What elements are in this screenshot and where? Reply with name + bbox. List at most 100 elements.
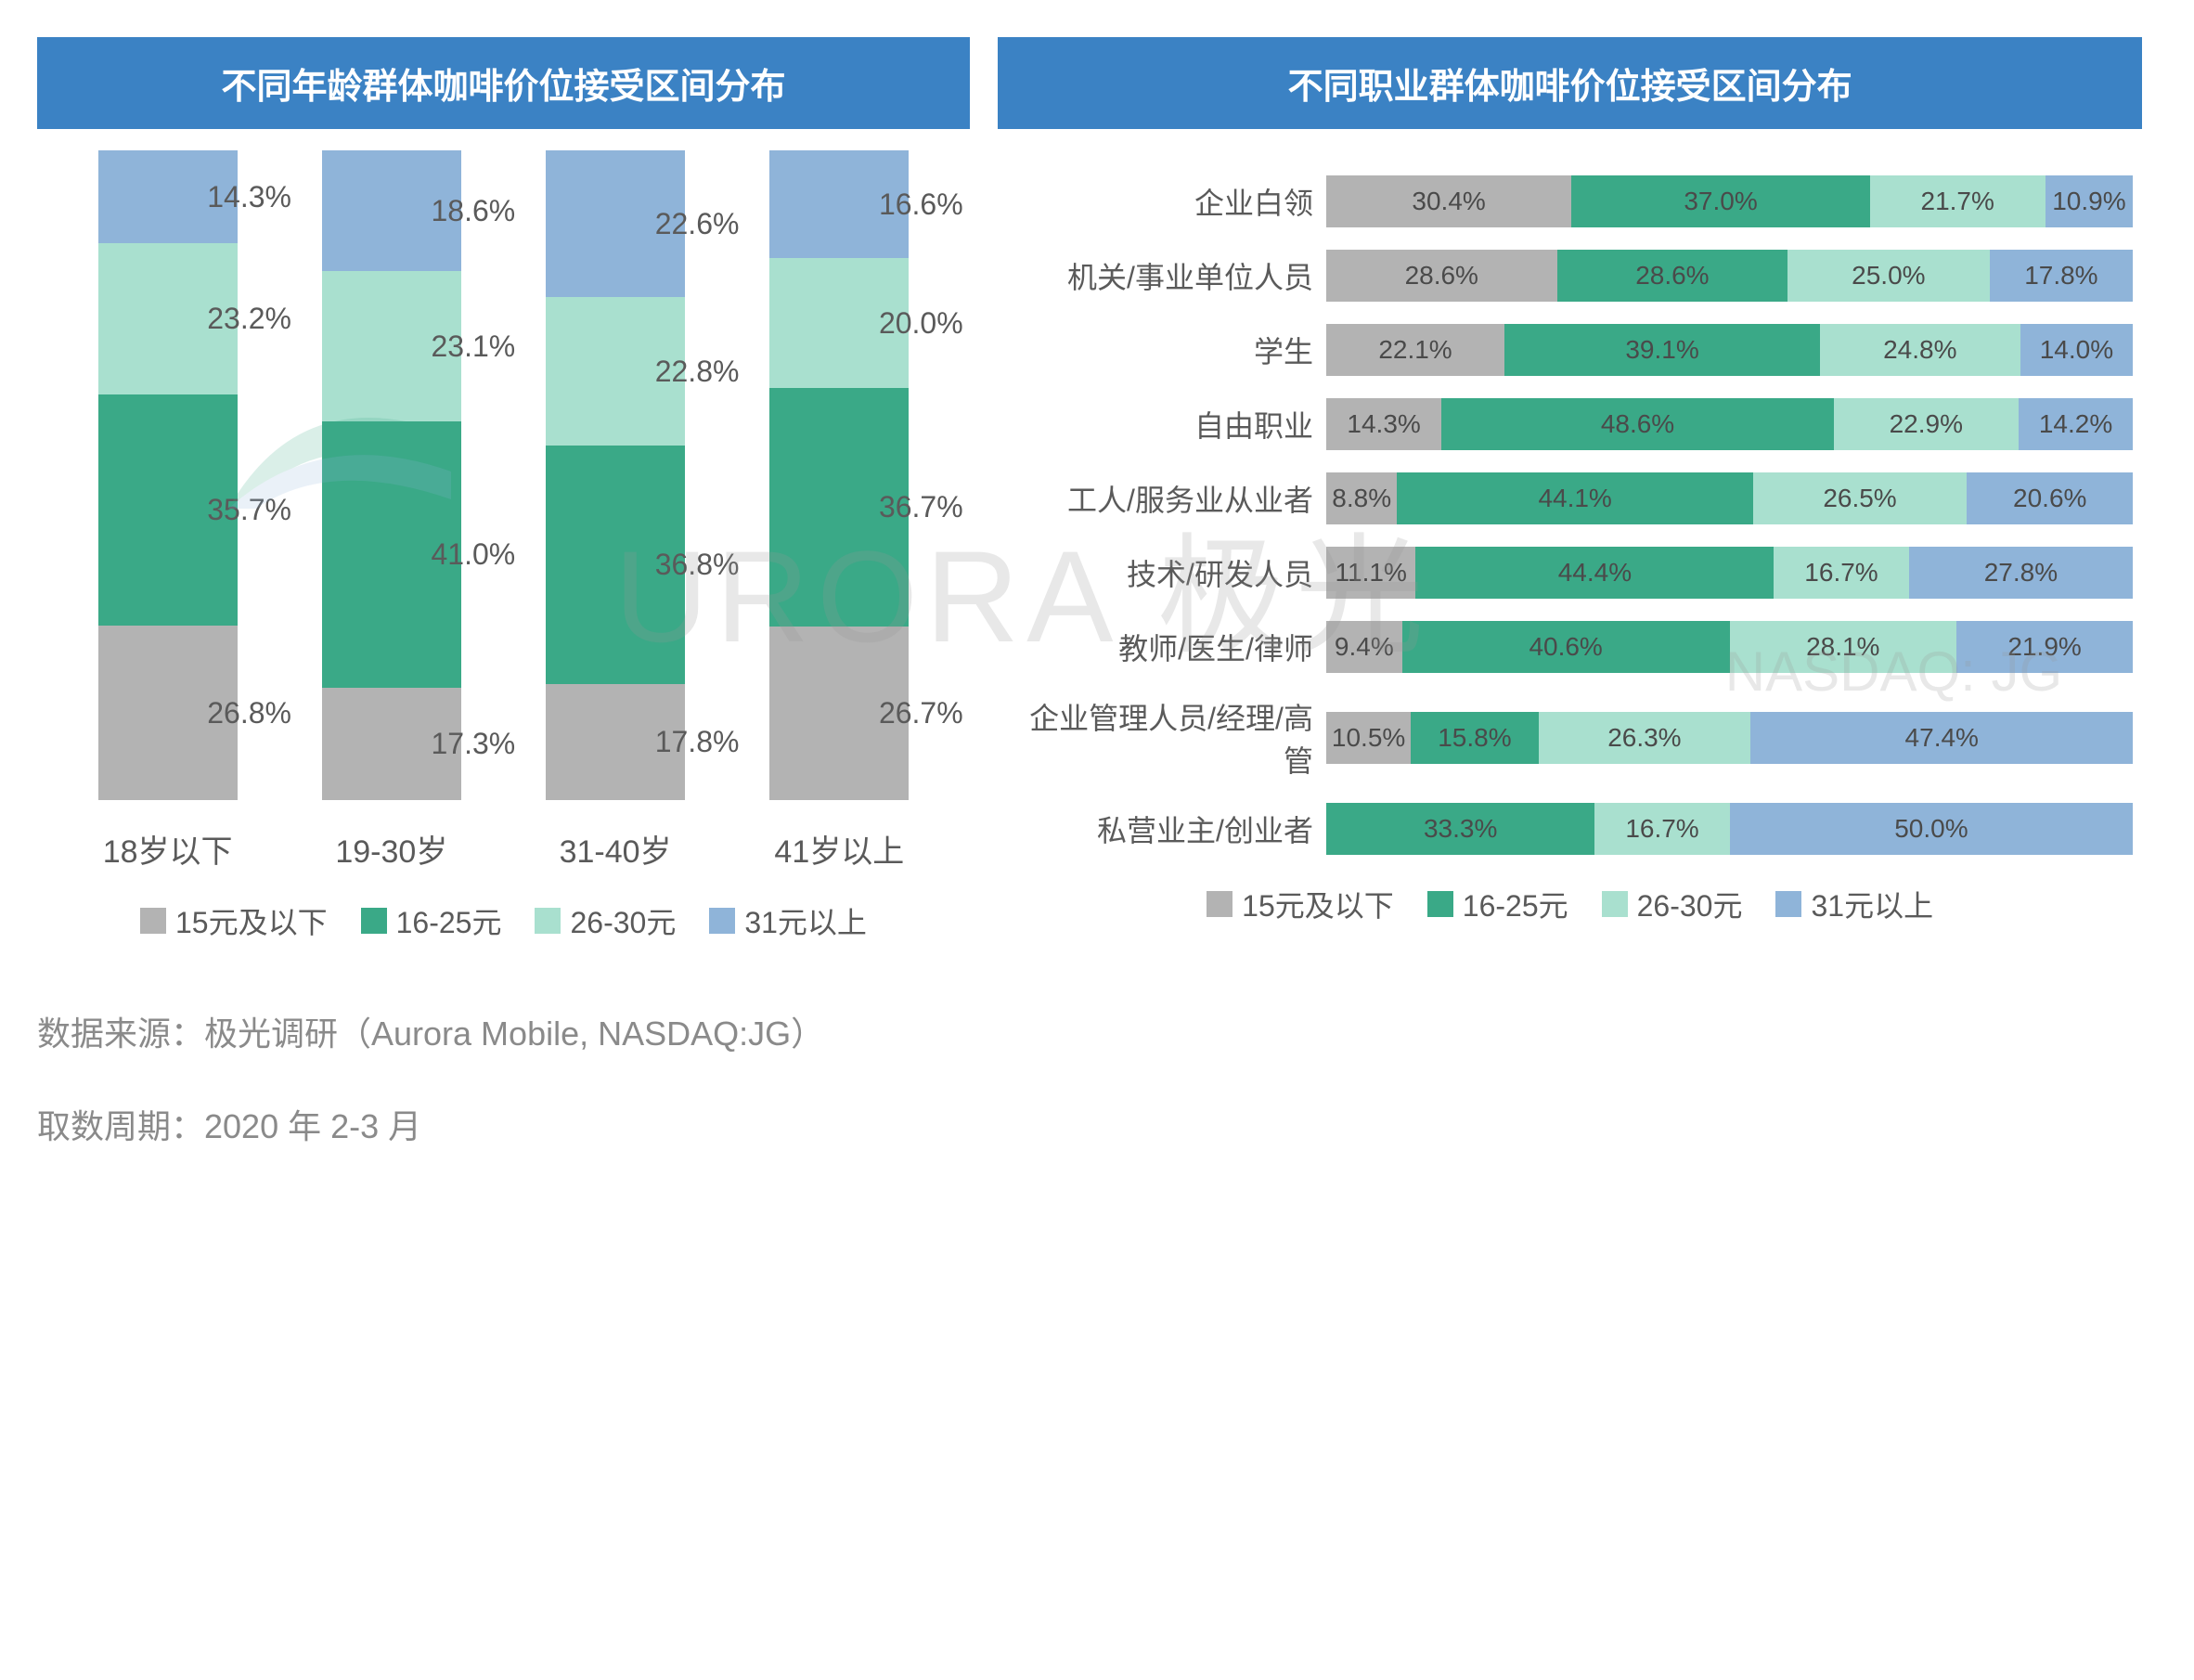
hbar-category-label: 学生 xyxy=(1007,329,1313,371)
legend-swatch xyxy=(1427,891,1453,917)
age-chart-legend: 15元及以下16-25元26-30元31元以上 xyxy=(37,899,970,942)
vbar-segment: 16.6% xyxy=(769,150,909,258)
hbar-segment: 8.8% xyxy=(1326,472,1398,524)
hbar-segment: 22.9% xyxy=(1834,398,2019,450)
hbar-segment: 28.1% xyxy=(1730,621,1956,673)
hbar-segment: 21.9% xyxy=(1956,621,2133,673)
hbar-segment: 14.0% xyxy=(2020,324,2134,376)
hbar-row: 企业白领 30.4%37.0%21.7%10.9% xyxy=(1007,175,2133,227)
legend-swatch xyxy=(1207,891,1233,917)
hbar-segment: 44.4% xyxy=(1415,547,1774,599)
vbar-segment-label: 14.3% xyxy=(207,180,291,214)
hbar-segment: 50.0% xyxy=(1730,803,2134,855)
occupation-chart-plot: 企业白领30.4%37.0%21.7%10.9%机关/事业单位人员28.6%28… xyxy=(998,166,2142,855)
hbar-category-label: 技术/研发人员 xyxy=(1007,551,1313,594)
legend-item: 16-25元 xyxy=(1427,883,1568,925)
hbar-row: 教师/医生/律师 9.4%40.6%28.1%21.9% xyxy=(1007,621,2133,673)
vbar-segment-label: 20.0% xyxy=(879,306,963,341)
legend-swatch xyxy=(709,908,735,934)
hbar-category-label: 企业白领 xyxy=(1007,180,1313,223)
hbar-segment: 39.1% xyxy=(1504,324,1820,376)
vbar-segment: 26.7% xyxy=(769,627,909,800)
hbar: 10.5%15.8%26.3%47.4% xyxy=(1326,712,2133,764)
hbar-category-label: 教师/医生/律师 xyxy=(1007,626,1313,668)
hbar-segment: 48.6% xyxy=(1441,398,1834,450)
legend-label: 15元及以下 xyxy=(1242,883,1394,925)
vbar: 26.8%35.7%23.2%14.3% xyxy=(98,150,238,800)
hbar-segment: 14.2% xyxy=(2019,398,2133,450)
hbar-category-label: 私营业主/创业者 xyxy=(1007,808,1313,850)
hbar-segment: 11.1% xyxy=(1326,547,1415,599)
vbar-segment: 14.3% xyxy=(98,150,238,243)
vbar-segment-label: 17.8% xyxy=(655,725,740,759)
legend-swatch xyxy=(1775,891,1801,917)
vbar-segment: 36.7% xyxy=(769,388,909,627)
age-chart-plot: 26.8%35.7%23.2%14.3%18岁以下17.3%41.0%23.1%… xyxy=(37,166,970,872)
legend-item: 26-30元 xyxy=(535,899,676,942)
legend-label: 31元以上 xyxy=(744,899,867,942)
vbar-segment-label: 35.7% xyxy=(207,493,291,527)
vbar-segment-label: 41.0% xyxy=(431,537,515,572)
occupation-chart-legend: 15元及以下 16-25元 26-30元 31元以上 xyxy=(998,883,2142,925)
legend-item: 31元以上 xyxy=(1775,883,1933,925)
vbar-segment-label: 36.8% xyxy=(655,548,740,582)
vbar-category-label: 31-40岁 xyxy=(560,826,672,872)
hbar-category-label: 工人/服务业从业者 xyxy=(1007,477,1313,520)
legend-swatch xyxy=(361,908,387,934)
hbar-segment: 9.4% xyxy=(1326,621,1402,673)
vbar-segment: 26.8% xyxy=(98,626,238,800)
vbar-segment: 23.2% xyxy=(98,243,238,394)
hbar-segment: 14.3% xyxy=(1326,398,1441,450)
hbar-category-label: 机关/事业单位人员 xyxy=(1007,254,1313,297)
hbar-segment: 17.8% xyxy=(1990,250,2134,302)
hbar: 22.1%39.1%24.8%14.0% xyxy=(1326,324,2133,376)
data-source: 数据来源：极光调研（Aurora Mobile, NASDAQ:JG） xyxy=(37,1007,2157,1055)
hbar-segment: 30.4% xyxy=(1326,175,1571,227)
legend-swatch xyxy=(535,908,561,934)
hbar: 11.1%44.4%16.7%27.8% xyxy=(1326,547,2133,599)
hbar-segment: 10.9% xyxy=(2046,175,2134,227)
hbar: 28.6%28.6%25.0%17.8% xyxy=(1326,250,2133,302)
hbar-segment: 33.3% xyxy=(1326,803,1594,855)
hbar-row: 自由职业 14.3%48.6%22.9%14.2% xyxy=(1007,398,2133,450)
vbar-segment-label: 26.8% xyxy=(207,696,291,730)
legend-item: 26-30元 xyxy=(1602,883,1743,925)
vbar-segment: 17.3% xyxy=(322,688,461,800)
vbar-segment-label: 23.1% xyxy=(431,330,515,364)
occupation-chart-title: 不同职业群体咖啡价位接受区间分布 xyxy=(998,37,2142,129)
vbar-segment: 17.8% xyxy=(546,684,685,800)
vbar-segment: 22.8% xyxy=(546,297,685,446)
hbar-segment: 24.8% xyxy=(1820,324,2020,376)
vbar-group: 26.8%35.7%23.2%14.3%18岁以下 xyxy=(56,150,279,872)
vbar-segment-label: 18.6% xyxy=(431,194,515,228)
hbar-segment: 26.5% xyxy=(1753,472,1967,524)
hbar: 8.8%44.1%26.5%20.6% xyxy=(1326,472,2133,524)
hbar-segment: 37.0% xyxy=(1571,175,1870,227)
hbar-segment: 40.6% xyxy=(1402,621,1730,673)
hbar-segment: 28.6% xyxy=(1326,250,1557,302)
age-chart-title: 不同年龄群体咖啡价位接受区间分布 xyxy=(37,37,970,129)
hbar-row: 私营业主/创业者 33.3%16.7%50.0% xyxy=(1007,803,2133,855)
hbar-segment: 21.7% xyxy=(1870,175,2046,227)
vbar-segment: 41.0% xyxy=(322,421,461,688)
vbar-segment-label: 22.8% xyxy=(655,355,740,389)
footer: 数据来源：极光调研（Aurora Mobile, NASDAQ:JG） 取数周期… xyxy=(37,1007,2157,1148)
legend-swatch xyxy=(1602,891,1628,917)
legend-label: 16-25元 xyxy=(396,899,502,942)
hbar-segment: 28.6% xyxy=(1557,250,1788,302)
vbar-segment-label: 26.7% xyxy=(879,696,963,730)
hbar-segment: 10.5% xyxy=(1326,712,1411,764)
vbar-segment-label: 36.7% xyxy=(879,490,963,524)
hbar-segment: 44.1% xyxy=(1397,472,1752,524)
age-chart: 不同年龄群体咖啡价位接受区间分布 26.8%35.7%23.2%14.3%18岁… xyxy=(37,37,970,942)
legend-label: 31元以上 xyxy=(1811,883,1933,925)
hbar: 33.3%16.7%50.0% xyxy=(1326,803,2133,855)
hbar-row: 工人/服务业从业者 8.8%44.1%26.5%20.6% xyxy=(1007,472,2133,524)
hbar-segment: 47.4% xyxy=(1750,712,2133,764)
hbar-category-label: 自由职业 xyxy=(1007,403,1313,446)
hbar-category-label: 企业管理人员/经理/高管 xyxy=(1007,695,1313,781)
vbar: 17.8%36.8%22.8%22.6% xyxy=(546,150,685,800)
legend-item: 16-25元 xyxy=(361,899,502,942)
vbar-segment-label: 23.2% xyxy=(207,302,291,336)
legend-label: 26-30元 xyxy=(570,899,676,942)
